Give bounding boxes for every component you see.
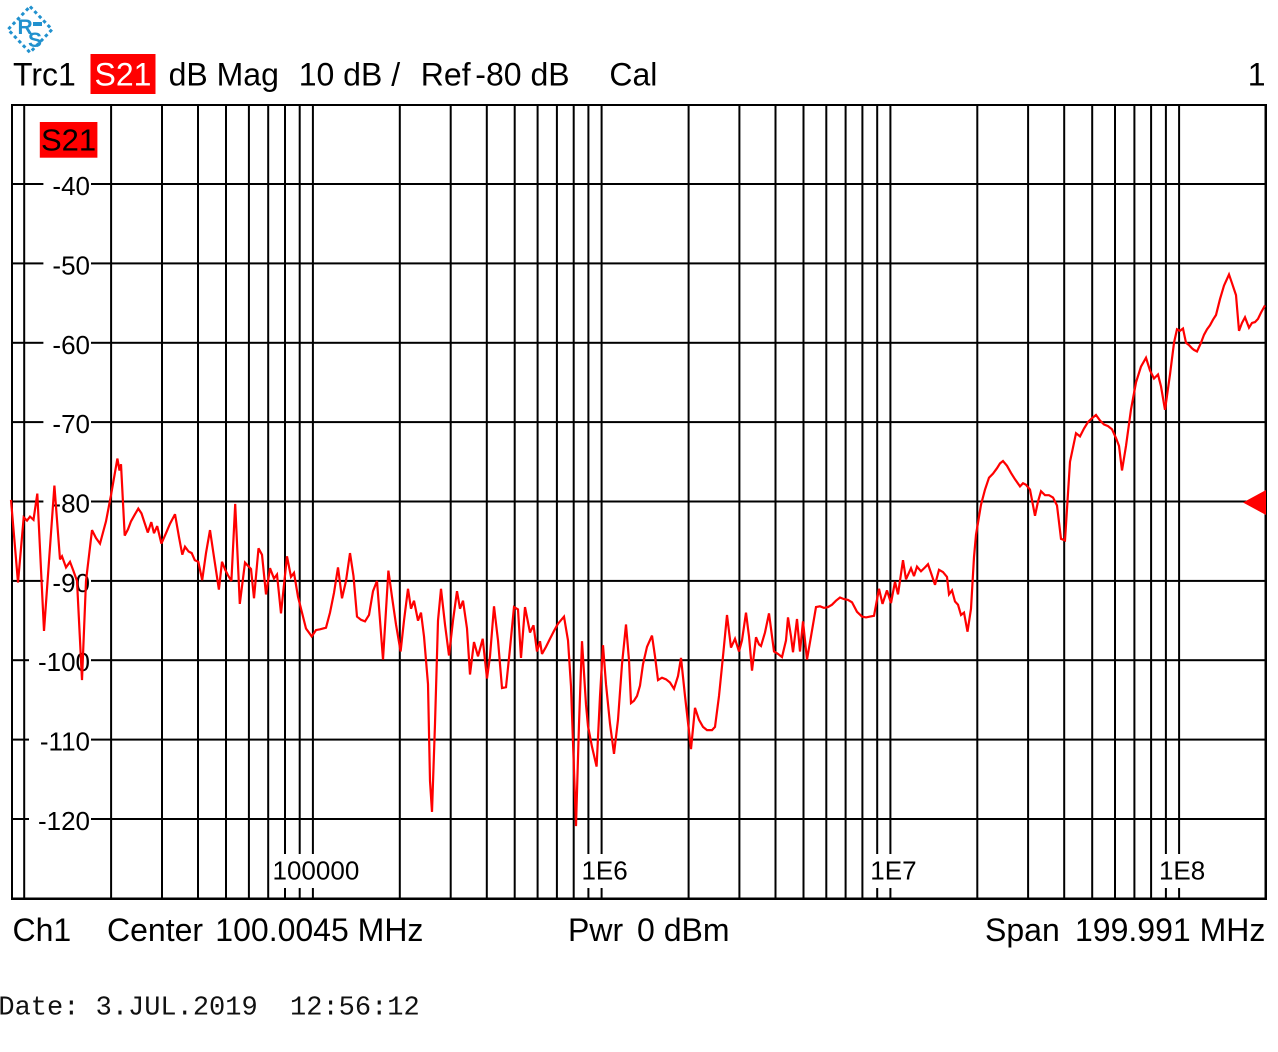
svg-text:S21: S21 bbox=[95, 57, 152, 93]
svg-text:-40: -40 bbox=[52, 171, 90, 201]
svg-text:dB Mag: dB Mag bbox=[169, 57, 279, 93]
svg-text:-90: -90 bbox=[52, 568, 90, 598]
svg-text:Center: Center bbox=[107, 912, 203, 948]
svg-text:-120: -120 bbox=[38, 806, 90, 836]
svg-text:100000: 100000 bbox=[273, 856, 360, 886]
svg-text:10 dB /: 10 dB / bbox=[299, 57, 401, 93]
svg-text:0 dBm: 0 dBm bbox=[637, 912, 729, 948]
svg-text:R: R bbox=[18, 16, 33, 39]
svg-text:-80 dB: -80 dB bbox=[475, 57, 569, 93]
svg-text:S: S bbox=[28, 29, 42, 52]
svg-text:S21: S21 bbox=[41, 123, 96, 158]
svg-text:-60: -60 bbox=[52, 330, 90, 360]
svg-text:Pwr: Pwr bbox=[568, 912, 623, 948]
svg-text:1: 1 bbox=[1248, 57, 1266, 93]
svg-text:Span: Span bbox=[985, 912, 1060, 948]
svg-text:-110: -110 bbox=[40, 727, 90, 757]
svg-text:-80: -80 bbox=[52, 489, 90, 519]
svg-text:1E8: 1E8 bbox=[1159, 856, 1205, 886]
svg-text:Ref: Ref bbox=[421, 57, 471, 93]
svg-text:-70: -70 bbox=[52, 409, 90, 439]
svg-text:Date: 3.JUL.2019 12:56:12: Date: 3.JUL.2019 12:56:12 bbox=[0, 993, 420, 1023]
svg-text:100.0045 MHz: 100.0045 MHz bbox=[215, 912, 423, 948]
svg-text:-50: -50 bbox=[52, 250, 90, 280]
svg-text:Trc1: Trc1 bbox=[13, 57, 76, 93]
svg-text:1E7: 1E7 bbox=[870, 856, 916, 886]
svg-text:Ch1: Ch1 bbox=[13, 912, 72, 948]
svg-text:Cal: Cal bbox=[609, 57, 657, 93]
svg-text:199.991 MHz: 199.991 MHz bbox=[1075, 912, 1265, 948]
svg-text:1E6: 1E6 bbox=[581, 856, 627, 886]
